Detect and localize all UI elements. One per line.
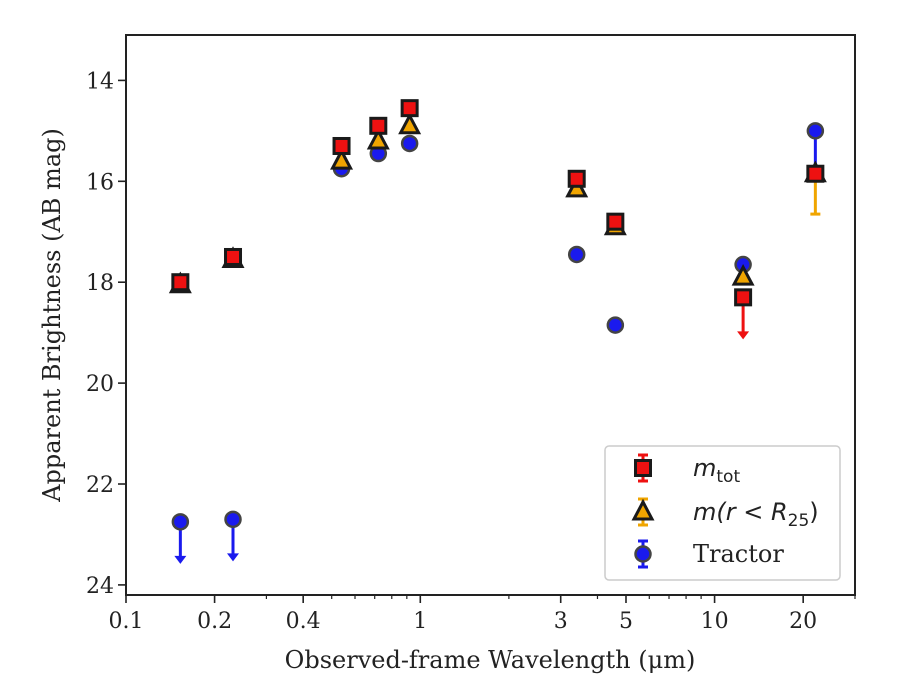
- point-circle: [606, 316, 625, 334]
- x-tick-label: 3: [554, 609, 568, 634]
- marker-triangle: [330, 147, 354, 170]
- legend-label-tractor: Tractor: [693, 540, 784, 568]
- legend-marker-triangle: [631, 497, 655, 527]
- upper-limit-arrow-arrowhead: [174, 555, 187, 564]
- x-axis-title: Observed-frame Wavelength (μm): [285, 646, 696, 674]
- marker-square: [224, 247, 243, 266]
- point-triangle: [398, 112, 422, 135]
- point-square: [734, 288, 753, 340]
- x-tick-label: 5: [619, 609, 633, 634]
- marker-square: [171, 273, 190, 292]
- legend-marker-square: [634, 453, 652, 483]
- point-circle: [567, 245, 586, 264]
- marker-square: [806, 164, 825, 183]
- marker-triangle: [366, 127, 390, 150]
- marker-circle: [171, 513, 190, 531]
- legend-marker-circle: [634, 539, 652, 569]
- x-tick-label: 0.2: [197, 609, 232, 634]
- legend-symbol-circle: [634, 545, 652, 563]
- point-square: [224, 247, 243, 266]
- point-square: [567, 169, 586, 188]
- marker-square: [400, 99, 419, 118]
- y-tick-label: 20: [86, 372, 114, 397]
- x-tick-label: 1: [413, 609, 427, 634]
- marker-circle: [400, 134, 419, 153]
- point-circle: [171, 513, 190, 564]
- point-triangle: [330, 147, 354, 170]
- point-square: [369, 116, 388, 135]
- point-square: [400, 99, 419, 118]
- marker-triangle: [398, 112, 422, 135]
- marker-triangle: [731, 263, 755, 286]
- point-triangle: [366, 127, 390, 150]
- marker-circle: [224, 510, 242, 529]
- point-square: [806, 164, 825, 183]
- y-tick-label: 16: [86, 170, 114, 195]
- legend-symbol-square: [634, 459, 652, 477]
- y-tick-label: 14: [86, 69, 114, 94]
- point-circle: [400, 134, 419, 153]
- marker-square: [567, 169, 586, 188]
- marker-square: [332, 136, 351, 155]
- plot-frame: [125, 34, 856, 596]
- x-tick-label: 20: [789, 609, 817, 634]
- marker-circle: [567, 245, 586, 264]
- point-square: [332, 136, 351, 155]
- y-axis-title: Apparent Brightness (AB mag): [38, 128, 66, 503]
- legend-label-mtot: mtot: [693, 454, 740, 487]
- y-tick-label: 22: [86, 473, 114, 498]
- axis-ticks: 0.1 0.2 0.4 1 3 5 10 20 14 16 18 20 22 24: [86, 69, 856, 634]
- legend-symbol-triangle: [631, 498, 655, 521]
- marker-circle: [606, 316, 625, 334]
- marker-circle: [806, 122, 825, 140]
- legend-label-mr25: m(r < R25): [693, 498, 819, 531]
- point-triangle: [731, 263, 755, 286]
- data-marks: [168, 99, 827, 564]
- legend: mtot m(r < R25) Tractor: [604, 445, 841, 581]
- marker-square: [369, 116, 388, 135]
- upper-limit-arrow-arrowhead: [227, 553, 240, 562]
- upper-limit-arrow-arrowhead: [737, 331, 750, 340]
- marker-square: [606, 212, 625, 231]
- marker-square: [734, 288, 753, 307]
- x-tick-label: 0.4: [286, 609, 321, 634]
- legend-markers: [631, 453, 655, 569]
- y-tick-label: 24: [86, 574, 114, 599]
- x-tick-label: 10: [701, 609, 729, 634]
- y-tick-label: 18: [86, 271, 114, 296]
- legend-box: [604, 445, 841, 581]
- point-square: [606, 212, 625, 231]
- x-tick-label: 0.1: [109, 609, 144, 634]
- point-square: [171, 273, 190, 292]
- point-circle: [224, 510, 242, 562]
